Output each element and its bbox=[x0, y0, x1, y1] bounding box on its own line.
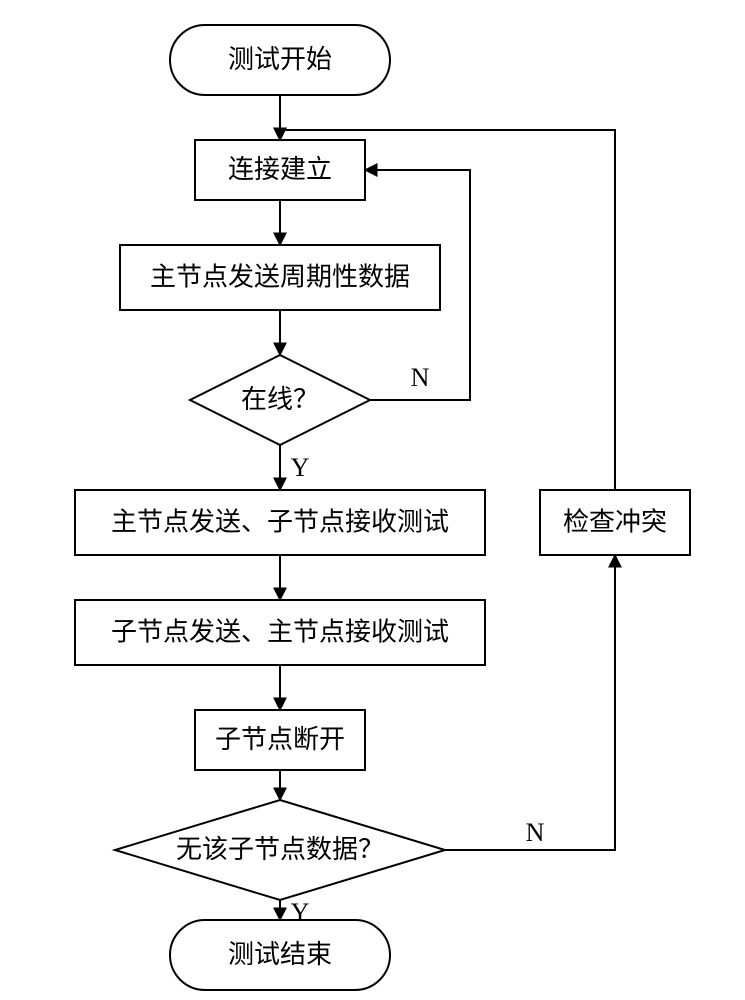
node-nodata: 无该子节点数据？ bbox=[115, 800, 445, 900]
node-nodata-label: 无该子节点数据？ bbox=[176, 835, 384, 864]
node-conflict: 检查冲突 bbox=[540, 490, 690, 555]
node-conflict-label: 检查冲突 bbox=[563, 507, 667, 536]
node-test_ms-label: 主节点发送、子节点接收测试 bbox=[111, 507, 449, 536]
node-disconnect-label: 子节点断开 bbox=[215, 725, 345, 754]
node-connect: 连接建立 bbox=[195, 140, 365, 200]
node-online-label: 在线？ bbox=[241, 385, 319, 414]
edge-label-nodata-conflict: N bbox=[526, 818, 545, 847]
node-online: 在线？ bbox=[190, 355, 370, 445]
node-send_cycle: 主节点发送周期性数据 bbox=[120, 245, 440, 310]
node-send_cycle-label: 主节点发送周期性数据 bbox=[150, 262, 410, 291]
flowchart-svg: 测试开始连接建立主节点发送周期性数据在线？ 主节点发送、子节点接收测试子节点发送、… bbox=[0, 0, 745, 1000]
edge-label-online-send_cycle: N bbox=[411, 363, 430, 392]
node-end: 测试结束 bbox=[170, 920, 390, 990]
edge-label-online-test_ms: Y bbox=[291, 453, 310, 482]
node-test_sm: 子节点发送、主节点接收测试 bbox=[75, 600, 485, 665]
node-start-label: 测试开始 bbox=[228, 45, 332, 74]
edge-label-nodata-end: Y bbox=[291, 898, 310, 927]
node-start: 测试开始 bbox=[170, 25, 390, 95]
node-connect-label: 连接建立 bbox=[228, 155, 332, 184]
node-end-label: 测试结束 bbox=[228, 940, 332, 969]
node-test_sm-label: 子节点发送、主节点接收测试 bbox=[111, 617, 449, 646]
node-disconnect: 子节点断开 bbox=[195, 710, 365, 770]
node-test_ms: 主节点发送、子节点接收测试 bbox=[75, 490, 485, 555]
